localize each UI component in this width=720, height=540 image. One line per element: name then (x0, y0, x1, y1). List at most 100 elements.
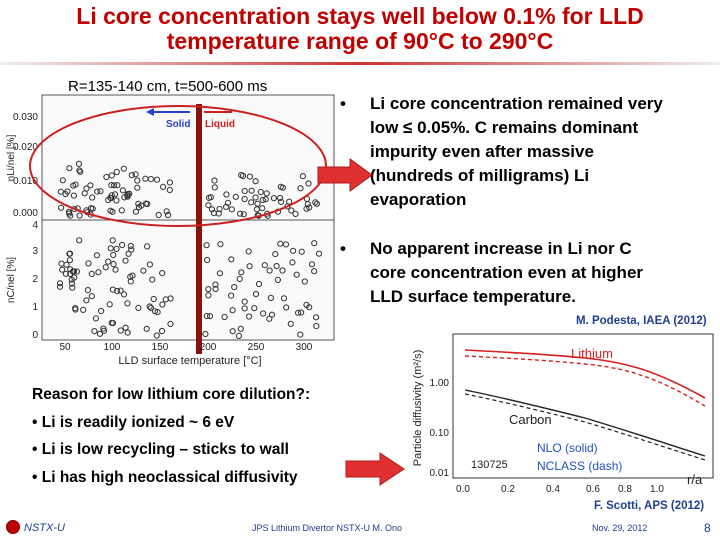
scatter-point (105, 258, 112, 265)
scatter-point (245, 248, 252, 255)
scatter-point (166, 186, 173, 194)
reason-block: Reason for low lithium core dilution?: •… (32, 381, 310, 491)
scatter-point (205, 202, 212, 209)
scatter-point (151, 308, 159, 315)
scatter-point (147, 176, 154, 183)
top-ytick: 0.000 (13, 208, 38, 219)
scatter-point (109, 208, 116, 215)
scatter-point (260, 310, 267, 317)
scatter-point (206, 313, 214, 320)
scatter-point (259, 196, 266, 204)
scatter-point (223, 203, 230, 210)
scatter-point (92, 315, 100, 322)
footer-center: JPS Lithium Divertor NSTX-U M. Ono (252, 523, 403, 533)
scatter-point (91, 328, 98, 335)
diff-xtick: 0.8 (618, 484, 632, 495)
carbon-nclass-curve (464, 393, 706, 461)
scatter-point (236, 275, 243, 282)
scatter-point (259, 205, 266, 212)
x-axis-label: LLD surface temperature [°C] (118, 355, 261, 367)
scatter-point (57, 204, 65, 211)
shot-number: 130725 (471, 459, 508, 471)
scatter-point (114, 182, 121, 189)
scatter-point (132, 208, 139, 215)
diff-xlabel: r/a (687, 472, 703, 487)
scatter-point (120, 291, 128, 298)
scatter-point (63, 261, 70, 268)
scatter-point (88, 270, 95, 277)
scatter-point (229, 328, 236, 335)
bottom-panel-frame (41, 219, 335, 341)
scatter-point (248, 187, 255, 194)
reason-item: • Li has high neoclassical diffusivity (32, 468, 298, 486)
scatter-point (113, 245, 120, 252)
bottom-ytick: 1 (32, 302, 38, 313)
scatter-point (279, 184, 286, 191)
scatter-point (280, 295, 288, 302)
scatter-point (239, 172, 247, 180)
scatter-point (72, 305, 79, 312)
diff-ytick: 0.01 (430, 468, 450, 479)
footer-logo-text: NSTX-U (24, 522, 65, 534)
scatter-point (159, 270, 166, 277)
scatter-point (212, 285, 219, 293)
scatter-point (146, 303, 153, 310)
scatter-point (76, 167, 83, 174)
scatter-point (108, 182, 115, 189)
scatter-point (158, 327, 166, 335)
scatter-point (212, 281, 219, 288)
scatter-point (75, 160, 83, 167)
scatter-point (313, 323, 320, 330)
scatter-point (120, 165, 127, 172)
scatter-point (117, 327, 124, 334)
scatter-point (202, 330, 209, 338)
scatter-point (100, 325, 107, 332)
scatter-point (128, 172, 135, 179)
scatter-point (238, 269, 245, 276)
solid-liquid-divider (196, 104, 202, 354)
scatter-point (117, 287, 124, 294)
carbon-nlo-curve (464, 389, 706, 457)
scatter-point (216, 270, 223, 277)
scatter-point (257, 188, 264, 196)
diff-xtick: 0.0 (456, 484, 470, 495)
scatter-point (88, 293, 95, 300)
diff-xtick: 0.2 (501, 484, 515, 495)
lithium-nlo-curve (464, 349, 706, 399)
scatter-point (68, 276, 75, 283)
slide-title: Li core concentration stays well below 0… (0, 4, 720, 54)
scatter-point (241, 298, 248, 305)
scatter-point (87, 182, 94, 189)
bottom-ytick: 0 (32, 330, 38, 341)
scatter-point (128, 246, 135, 253)
scatter-point (215, 210, 222, 217)
scatter-point (122, 257, 129, 264)
bullet-2: • No apparent increase in Li nor C core … (340, 237, 715, 309)
scatter-point (85, 260, 92, 267)
scatter-point (279, 267, 286, 274)
scatter-point (246, 263, 253, 270)
bottom-ytick: 3 (32, 246, 38, 257)
arrow-to-bullet-icon (317, 158, 373, 192)
scatter-point (80, 306, 87, 313)
scatter-point (109, 286, 117, 293)
scatter-point (266, 315, 273, 322)
scatter-point (308, 261, 316, 268)
scatter-point (109, 237, 116, 244)
scatter-point (311, 240, 318, 247)
scatter-point (282, 241, 290, 248)
scatter-point (278, 198, 285, 205)
bullet-2-line: No apparent increase in Li nor C (370, 239, 632, 258)
reason-item: • Li is low recycling – sticks to wall (32, 441, 289, 458)
scatter-point (205, 194, 213, 201)
lithium-label: Lithium (571, 346, 613, 361)
xtick: 100 (104, 342, 121, 353)
scatter-point (132, 171, 139, 178)
citation-podesta: M. Podesta, IAEA (2012) (576, 315, 707, 327)
scatter-point (129, 272, 136, 279)
scatter-point (229, 307, 236, 314)
diffusivity-ylabel: Particle diffusivity (m²/s) (412, 350, 424, 467)
scatter-point (286, 198, 293, 205)
scatter-point (64, 188, 71, 195)
scatter-point (108, 192, 115, 199)
